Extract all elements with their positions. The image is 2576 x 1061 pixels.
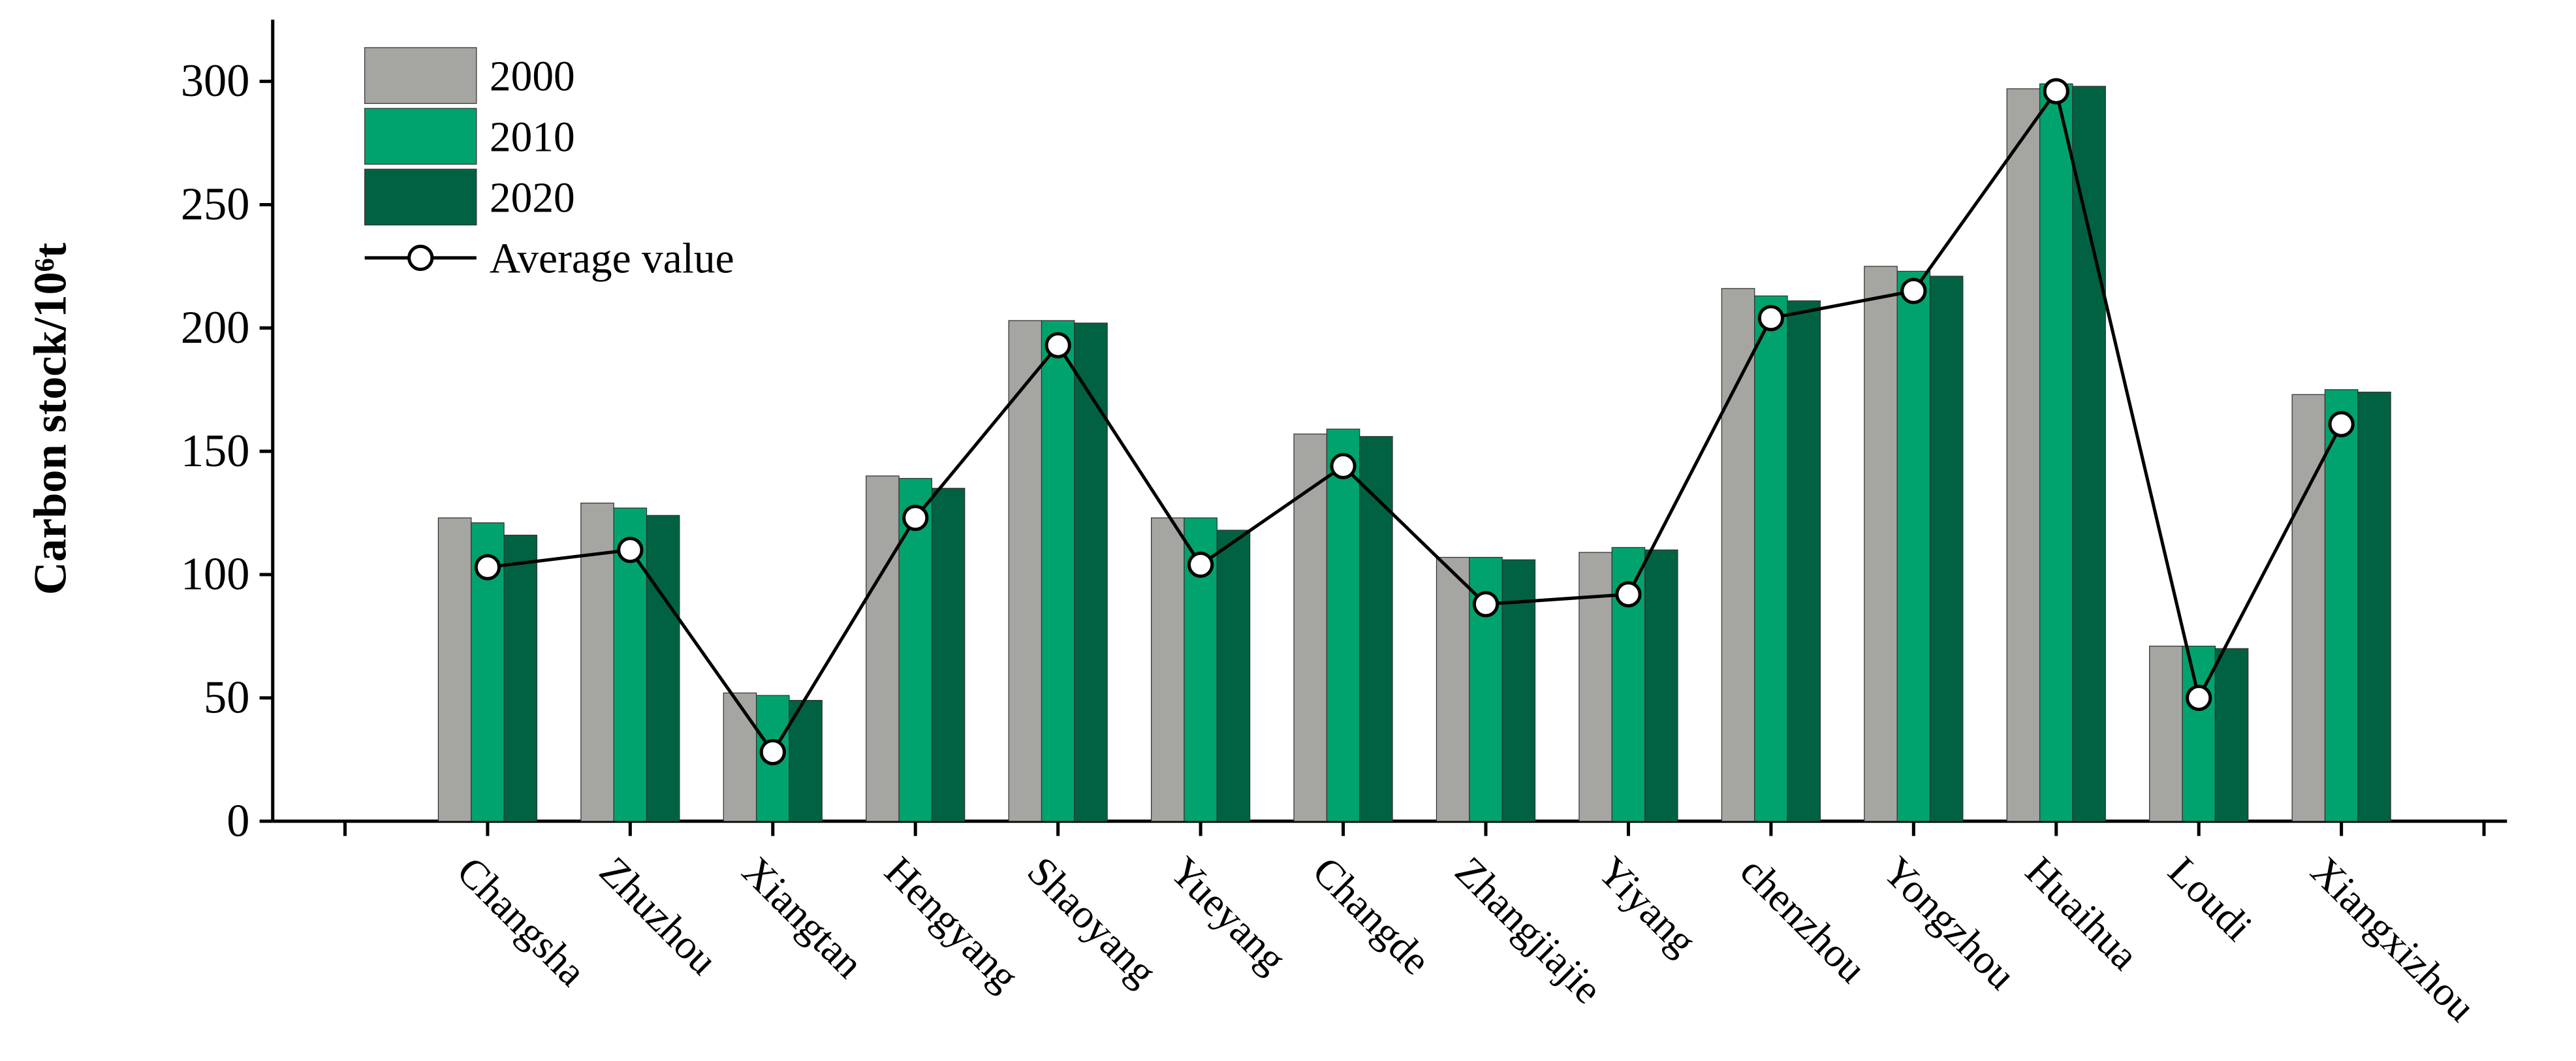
marker	[1330, 452, 1357, 479]
marker	[1900, 277, 1927, 304]
marker	[1757, 305, 1785, 332]
bar	[2357, 391, 2391, 822]
bar	[789, 700, 823, 822]
legend-label: 2000	[490, 53, 575, 100]
bar	[1896, 270, 1931, 822]
y-tick-label: 100	[181, 549, 250, 600]
legend-label: 2010	[490, 114, 575, 161]
bar	[723, 692, 757, 822]
bar	[1644, 549, 1678, 822]
x-tick-label: Loudi	[2160, 848, 2261, 950]
marker	[902, 505, 929, 531]
legend-marker	[407, 244, 434, 272]
y-tick-label: 0	[227, 795, 249, 846]
bar	[1041, 320, 1075, 822]
x-tick-label: Yongzhou	[1874, 848, 2024, 998]
marker	[2186, 684, 2212, 712]
y-tick-label: 150	[181, 426, 250, 477]
bar	[1326, 428, 1360, 822]
marker	[474, 554, 501, 580]
y-tick-label: 50	[204, 673, 249, 723]
bar	[2291, 394, 2326, 822]
bar	[1074, 323, 1108, 822]
bar	[437, 517, 472, 822]
legend-label: Average value	[490, 236, 734, 283]
bar	[1150, 517, 1185, 822]
bar	[1929, 276, 1964, 822]
bar	[1864, 266, 1898, 822]
x-tick-label: Xiangtan	[734, 848, 873, 987]
marker	[759, 738, 786, 766]
bar	[1721, 288, 1755, 822]
legend-swatch	[364, 47, 477, 104]
x-tick-label: Changde	[1304, 848, 1439, 984]
x-tick-label: Hengyang	[876, 848, 1028, 1000]
x-tick-label: Changsha	[448, 848, 595, 995]
x-tick-label: Shaoyang	[1018, 848, 1165, 995]
bar	[1216, 530, 1251, 822]
y-tick-label: 300	[181, 55, 250, 106]
bar	[1436, 556, 1470, 822]
bar	[1579, 552, 1612, 822]
bar	[580, 502, 614, 822]
bar	[2039, 83, 2073, 822]
x-tick-label: Xiangxizhou	[2302, 848, 2484, 1030]
legend-label: 2020	[490, 175, 575, 222]
marker	[1187, 551, 1214, 578]
y-tick-label: 250	[181, 179, 250, 230]
x-tick-label: Zhangjiajie	[1447, 848, 1611, 1013]
x-tick-label: Yiyang	[1589, 848, 1705, 964]
marker	[1045, 332, 1071, 358]
bar	[646, 515, 680, 822]
line	[487, 87, 2343, 755]
marker	[2043, 78, 2069, 104]
marker	[1615, 581, 1642, 608]
bar	[2214, 648, 2249, 822]
bar	[1754, 295, 1788, 822]
x-tick-label: Huaihua	[2017, 848, 2148, 979]
x-tick-label: Zhuzhou	[591, 848, 727, 984]
bar	[1293, 434, 1328, 822]
bar	[2072, 86, 2106, 822]
x-tick-label: Yueyang	[1161, 848, 1295, 982]
bar	[503, 534, 538, 822]
y-tick-label: 200	[181, 302, 250, 353]
marker	[2328, 411, 2355, 437]
marker	[1472, 591, 1500, 618]
bar	[1359, 435, 1393, 822]
bar	[2149, 645, 2183, 822]
bar	[2324, 389, 2359, 822]
bar	[1008, 320, 1043, 822]
bar	[2006, 88, 2041, 822]
legend-swatch	[364, 108, 477, 165]
y-axis-label: Carbon stock/10⁶t	[25, 242, 76, 595]
bar	[1501, 559, 1536, 822]
x-tick-label: chenzhou	[1732, 848, 1876, 992]
bar	[1787, 300, 1821, 822]
bar	[866, 475, 900, 822]
marker	[617, 537, 644, 563]
bar	[931, 488, 966, 822]
legend-swatch	[364, 168, 477, 226]
